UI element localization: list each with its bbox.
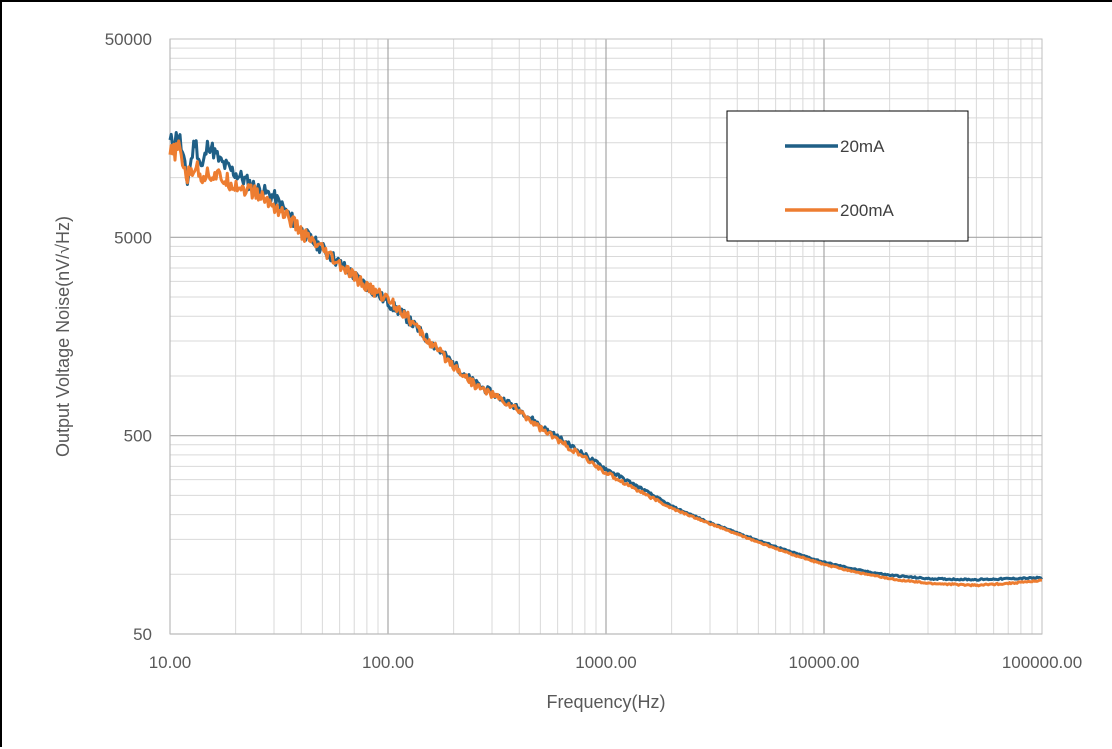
x-tick-label: 100000.00: [1002, 653, 1082, 672]
y-axis-title: Output Voltage Noise(nV/√Hz): [53, 216, 73, 457]
x-tick-labels: 10.00 100.00 1000.00 10000.00 100000.00: [149, 653, 1082, 672]
legend-box: [726, 110, 969, 242]
y-tick-label: 50000: [105, 30, 152, 49]
x-axis-title: Frequency(Hz): [546, 692, 665, 712]
y-tick-label: 5000: [114, 228, 152, 247]
legend-label-200ma: 200mA: [840, 201, 895, 220]
legend: 20mA 200mA: [726, 110, 969, 242]
series-line-20ma: [168, 131, 1044, 582]
y-tick-labels: 50000 5000 500 50: [105, 30, 152, 644]
x-tick-label: 10.00: [149, 653, 192, 672]
legend-label-20ma: 20mA: [840, 137, 885, 156]
series-layer: [168, 131, 1044, 588]
x-tick-label: 100.00: [362, 653, 414, 672]
y-tick-label: 500: [124, 427, 152, 446]
x-tick-label: 1000.00: [575, 653, 636, 672]
plot-area: [169, 38, 1043, 635]
series-line-200ma: [168, 139, 1043, 588]
x-tick-label: 10000.00: [789, 653, 860, 672]
y-tick-label: 50: [133, 625, 152, 644]
